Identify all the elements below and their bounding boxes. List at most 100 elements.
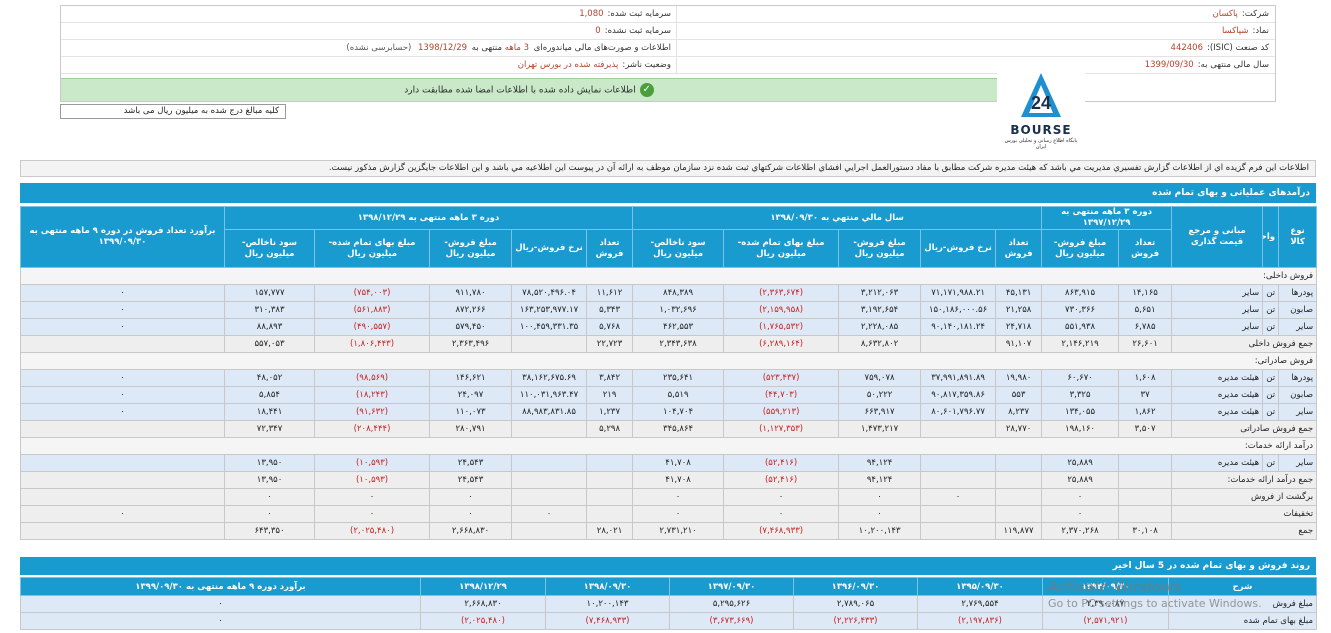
value-cell: [20, 335, 225, 353]
value-cell: [586, 488, 634, 506]
value-cell: ۰: [429, 505, 513, 523]
value-cell: ۱۰۴,۷۰۴: [632, 403, 725, 421]
svg-text:24: 24: [1031, 93, 1051, 113]
value-cell: ۰: [20, 369, 225, 387]
product-type-cell: صابون: [1278, 386, 1318, 404]
value-cell: ۵۷۹,۴۵۰: [429, 318, 513, 336]
value-cell: ۵,۳۴۳: [586, 301, 634, 319]
product-type-cell: سایر: [1278, 403, 1318, 421]
value-cell: ۱۳,۹۵۰: [223, 454, 316, 472]
col-header-amount: مبلغ فروش- میلیون ریال: [429, 229, 513, 268]
value-cell: ۳۷: [1118, 386, 1173, 404]
table-row: سایر تن سایر ۶,۷۸۵ ۵۵۱,۹۳۸ ۲۴,۷۱۸ ۹۰,۱۴۰,۱۸۱.۲…: [20, 318, 1318, 336]
value-cell: ۶۰,۶۷۰: [1041, 369, 1120, 387]
value-cell: ۲۲,۷۲۳: [586, 335, 634, 353]
value-cell: [995, 471, 1043, 489]
unit-cell: تن: [1262, 369, 1280, 387]
statement-description: اطلاعات و صورت‌های مالی میاندوره‌ای 3 ما…: [346, 43, 671, 53]
company-link[interactable]: پاکسان: [1212, 9, 1238, 19]
symbol-link[interactable]: شپاکسا: [1221, 26, 1249, 36]
pricing-basis-cell: سایر: [1171, 301, 1264, 319]
value-cell: [586, 454, 634, 472]
value-cell: ۹۰,۸۱۷,۳۵۹.۸۶: [920, 386, 997, 404]
bourse-logo[interactable]: 24 BOURSE پایگاه اطلاع رسانی و تحلیلی بو…: [997, 67, 1085, 150]
value-cell: ۰: [314, 505, 431, 523]
product-type-cell: صابون: [1278, 301, 1318, 319]
value-cell: (۴۴,۷۰۳): [723, 386, 840, 404]
value-cell: [1118, 471, 1173, 489]
table-row: صابون تن هیئت مدیره ۳۷ ۳,۳۲۵ ۵۵۳ ۹۰,۸۱۷,۳۵۹.۸۶…: [20, 386, 1318, 404]
value-cell: [1118, 488, 1173, 506]
info-row: کد صنعت (ISIC):442406 اطلاعات و صورت‌های…: [61, 40, 1275, 57]
symbol-field: نماد:شپاکسا: [1221, 26, 1269, 36]
col-header-rate: نرخ فروش-ریال: [920, 229, 997, 268]
value-cell: ۰: [20, 318, 225, 336]
value-cell: ۱۹۸,۱۶۰: [1041, 420, 1120, 438]
registered-capital-field: سرمایه ثبت شده:1,080: [579, 9, 671, 19]
watermark-subtitle: Go to PC settings to activate Windows.: [1048, 597, 1262, 610]
value-cell: ۵,۷۶۸: [586, 318, 634, 336]
value-cell: ۳,۱۹۲,۶۵۴: [838, 301, 922, 319]
value-cell: ۰: [723, 505, 840, 523]
col-header-unit: واحد: [1262, 206, 1280, 268]
value-cell: ۲۱۹: [586, 386, 634, 404]
value-cell: (۲,۱۹۷,۸۳۶): [917, 612, 1043, 630]
group-header-fy1398: سال مالي منتهي به ۱۳۹۸/۰۹/۳۰: [632, 206, 1043, 230]
value-cell: ۳,۲۱۲,۰۶۳: [838, 284, 922, 302]
value-cell: ۱۹,۹۸۰: [995, 369, 1043, 387]
value-cell: ۰: [920, 488, 997, 506]
info-row: شرکت:پاکسان سرمایه ثبت شده:1,080: [61, 6, 1275, 23]
value-cell: ۲۶,۶۰۱: [1118, 335, 1173, 353]
value-cell: (۲,۱۵۹,۹۵۸): [723, 301, 840, 319]
unit-cell: تن: [1262, 386, 1280, 404]
value-cell: ۸۰,۶۰۱,۷۹۶.۷۷: [920, 403, 997, 421]
value-cell: ۲,۷۶۹,۵۵۴: [917, 595, 1043, 613]
col-header-qty: تعداد فروش: [995, 229, 1043, 268]
value-cell: [995, 505, 1043, 523]
value-cell: ۰: [223, 505, 316, 523]
value-cell: ۰: [20, 403, 225, 421]
notice-text: اطلاعات نمایش داده شده با اطلاعات امضا ش…: [404, 85, 636, 96]
value-cell: ۰: [723, 488, 840, 506]
col-header-basis: مبانی و مرجع قیمت گذاری: [1171, 206, 1264, 268]
value-cell: [511, 522, 588, 540]
value-cell: ۷۲,۳۴۷: [223, 420, 316, 438]
value-cell: [920, 454, 997, 472]
value-cell: ۱,۶۰۸: [1118, 369, 1173, 387]
col-header-period: ۱۳۹۸/۰۹/۳۰: [545, 577, 670, 596]
value-cell: ۵۵۷,۰۵۳: [223, 335, 316, 353]
value-cell: ۰: [20, 612, 421, 630]
disclaimer-text: اطلاعات اين فرم گزيده اي از اطلاعات گزار…: [20, 160, 1316, 177]
value-cell: [920, 420, 997, 438]
value-cell: ۷۳۰,۳۶۶: [1041, 301, 1120, 319]
col-header-amount: مبلغ فروش- میلیون ریال: [838, 229, 922, 268]
value-cell: ۵۰,۲۲۲: [838, 386, 922, 404]
section-title-revenue: درآمدهای عملیاتی و بهای تمام شده: [20, 183, 1316, 203]
value-cell: ۲۸۰,۷۹۱: [429, 420, 513, 438]
value-cell: ۲۳۵,۶۴۱: [632, 369, 725, 387]
value-cell: ۰: [223, 488, 316, 506]
col-header-gross: سود ناخالص- میلیون ریال: [632, 229, 725, 268]
value-cell: ۲۴,۰۹۷: [429, 386, 513, 404]
value-cell: [511, 454, 588, 472]
value-cell: ۱,۴۷۳,۲۱۷: [838, 420, 922, 438]
value-cell: ۹۱,۱۰۷: [995, 335, 1043, 353]
col-header-period: ۱۳۹۴/۰۹/۳۰: [1042, 577, 1169, 596]
value-cell: ۵,۲۹۸: [586, 420, 634, 438]
value-cell: ۸۷۲,۲۶۶: [429, 301, 513, 319]
value-cell: ۴۶۲,۵۵۳: [632, 318, 725, 336]
value-cell: ۲,۳۴۳,۶۳۸: [632, 335, 725, 353]
watermark-title: Activate Windows: [1048, 578, 1182, 596]
verification-notice: ✓اطلاعات نمایش داده شده با اطلاعات امضا …: [61, 78, 997, 101]
value-cell: [511, 488, 588, 506]
value-cell: [511, 420, 588, 438]
value-cell: ۱,۸۶۲: [1118, 403, 1173, 421]
value-cell: ۶,۷۸۵: [1118, 318, 1173, 336]
col-header-amount: مبلغ فروش-میلیون ریال: [1041, 229, 1120, 268]
value-cell: (۱۸,۲۴۳): [314, 386, 431, 404]
col-header-gross: سود ناخالص- میلیون ریال: [223, 229, 316, 268]
table-row: درآمد ارائه خدمات:: [19, 437, 1318, 455]
value-cell: ۲۱,۲۵۸: [995, 301, 1043, 319]
value-cell: ۰: [20, 284, 225, 302]
value-cell: ۳۰,۱۰۸: [1118, 522, 1173, 540]
